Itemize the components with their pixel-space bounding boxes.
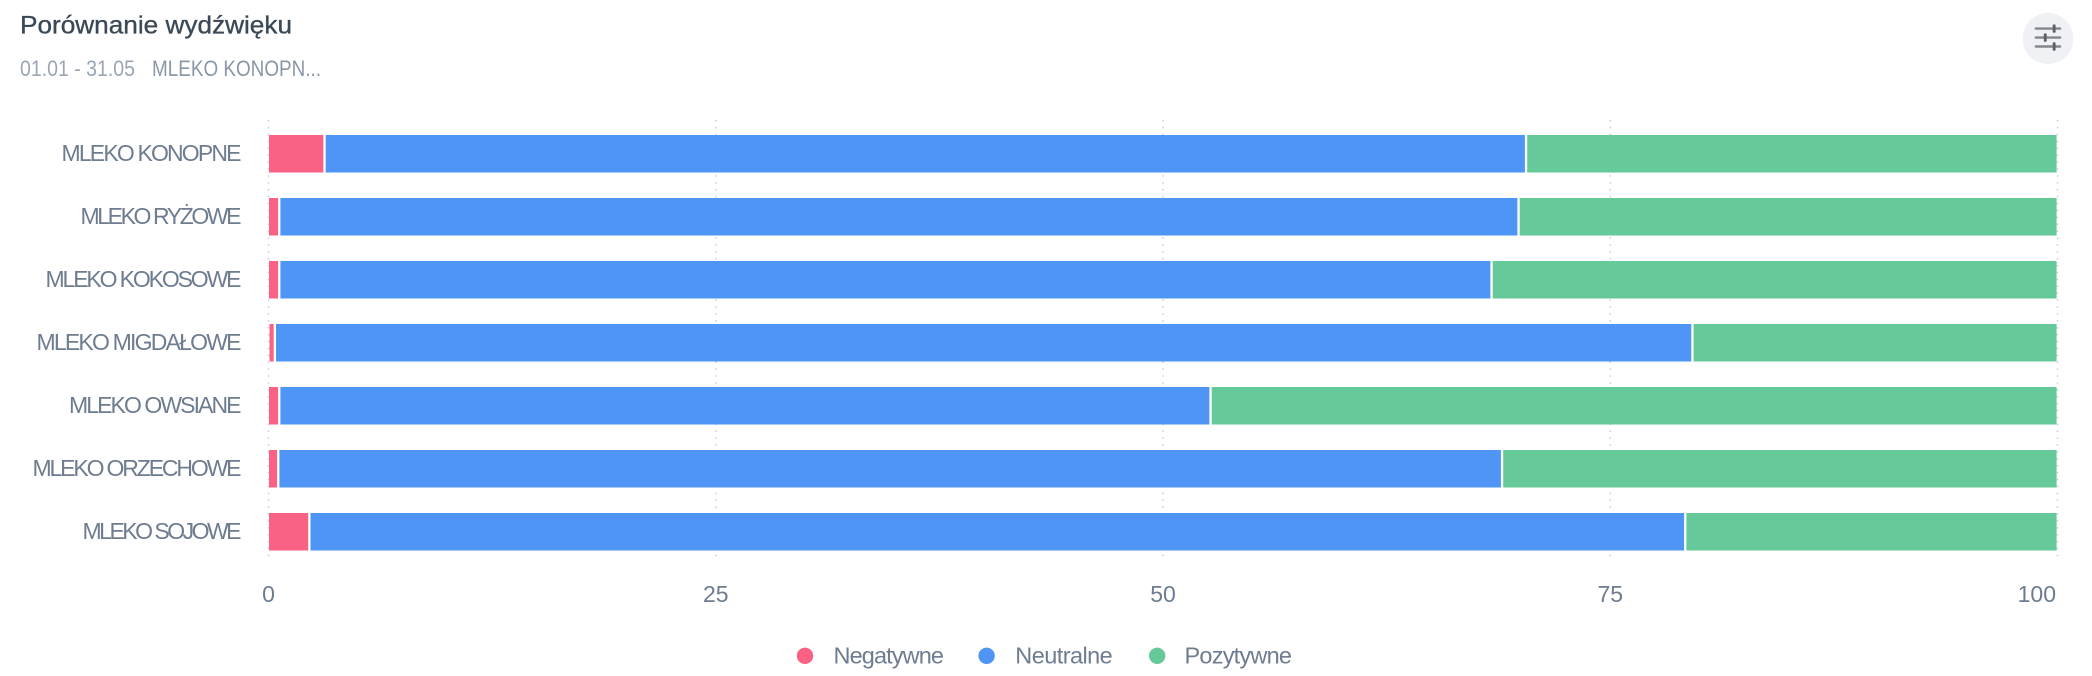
svg-text:Negatywne: Negatywne bbox=[834, 642, 945, 668]
svg-text:Pozytywne: Pozytywne bbox=[1185, 642, 1293, 668]
svg-text:MLEKO KONOPNE: MLEKO KONOPNE bbox=[62, 140, 242, 166]
svg-text:Neutralne: Neutralne bbox=[1015, 642, 1112, 668]
svg-text:MLEKO KONOPN...: MLEKO KONOPN... bbox=[152, 56, 321, 81]
svg-text:25: 25 bbox=[703, 581, 729, 607]
svg-text:MLEKO MIGDAŁOWE: MLEKO MIGDAŁOWE bbox=[37, 329, 242, 355]
svg-text:0: 0 bbox=[262, 581, 275, 607]
svg-text:MLEKO RYŻOWE: MLEKO RYŻOWE bbox=[81, 203, 242, 229]
svg-text:MLEKO OWSIANE: MLEKO OWSIANE bbox=[69, 392, 242, 418]
svg-text:MLEKO ORZECHOWE: MLEKO ORZECHOWE bbox=[33, 455, 242, 481]
svg-text:Porównanie wydźwięku: Porównanie wydźwięku bbox=[20, 12, 292, 40]
svg-text:MLEKO SOJOWE: MLEKO SOJOWE bbox=[83, 518, 242, 544]
svg-text:01.01 - 31.05: 01.01 - 31.05 bbox=[20, 56, 135, 81]
svg-text:75: 75 bbox=[1598, 581, 1624, 607]
svg-text:50: 50 bbox=[1150, 581, 1176, 607]
svg-text:100: 100 bbox=[2018, 581, 2056, 607]
svg-text:MLEKO KOKOSOWE: MLEKO KOKOSOWE bbox=[46, 266, 242, 292]
